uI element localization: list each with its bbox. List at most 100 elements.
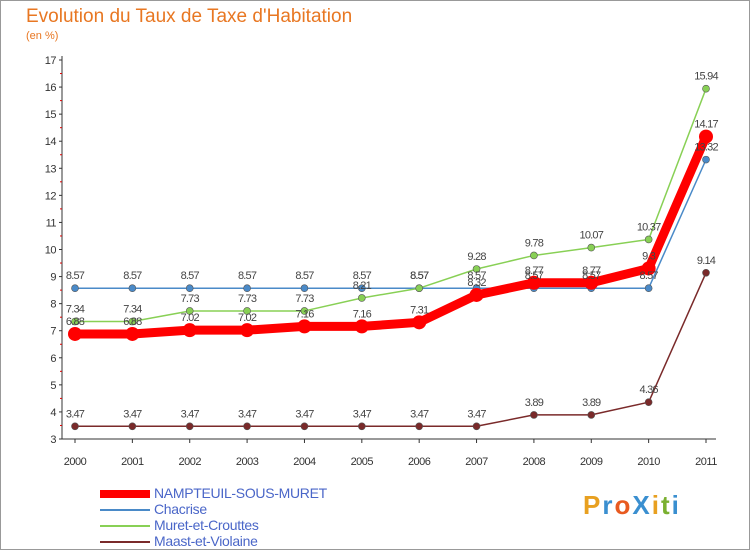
data-point bbox=[702, 155, 710, 164]
data-label: 7.16 bbox=[295, 308, 314, 320]
y-tick-label: 12 bbox=[45, 190, 57, 202]
x-tick-label: 2006 bbox=[408, 456, 431, 468]
data-point bbox=[469, 287, 484, 302]
data-label: 8.57 bbox=[353, 270, 372, 282]
data-label: 8.57 bbox=[181, 270, 200, 282]
data-point bbox=[68, 326, 82, 341]
x-tick-label: 2009 bbox=[580, 456, 603, 468]
data-point bbox=[587, 243, 596, 252]
data-label: 3.89 bbox=[582, 397, 601, 409]
y-tick-label: 9 bbox=[50, 272, 56, 284]
data-point bbox=[243, 422, 251, 431]
data-point bbox=[354, 319, 369, 334]
data-point bbox=[128, 422, 137, 431]
logo-letter: X bbox=[632, 490, 652, 520]
series-layer bbox=[68, 84, 713, 431]
legend-swatch bbox=[100, 509, 150, 511]
data-label: 8.57 bbox=[640, 270, 659, 282]
chart-title: Evolution du Taux de Taxe d'Habitation bbox=[26, 6, 353, 27]
series-line-0 bbox=[70, 132, 711, 339]
data-point bbox=[71, 422, 79, 431]
data-point bbox=[185, 422, 194, 431]
data-label: 8.57 bbox=[525, 270, 544, 282]
chart-subtitle: (en %) bbox=[26, 30, 59, 42]
data-label: 3.47 bbox=[66, 408, 85, 420]
data-point bbox=[185, 307, 194, 315]
data-label: 6.88 bbox=[123, 316, 142, 328]
data-point bbox=[300, 422, 309, 431]
data-label: 8.77 bbox=[525, 265, 544, 277]
data-label: 9.14 bbox=[697, 255, 716, 267]
x-tick-label: 2003 bbox=[236, 456, 259, 468]
data-labels-layer: 6.88 6.88 7.02 7.02 7.16 7.16 7.31 8.32 8.77 8.77… bbox=[66, 71, 719, 421]
data-point bbox=[702, 84, 710, 93]
x-tick-label: 2005 bbox=[351, 456, 374, 468]
data-label: 9.3 bbox=[642, 250, 656, 262]
data-point bbox=[644, 235, 653, 244]
data-point bbox=[128, 317, 137, 326]
data-label: 6.88 bbox=[66, 316, 85, 328]
data-label: 9.28 bbox=[467, 251, 486, 263]
data-point bbox=[415, 422, 423, 431]
data-point bbox=[185, 284, 194, 293]
x-tick-label: 2002 bbox=[178, 456, 201, 468]
y-tick-label: 6 bbox=[50, 353, 56, 365]
y-tick-label: 13 bbox=[45, 163, 57, 175]
data-label: 9.78 bbox=[525, 237, 544, 249]
y-tick-label: 7 bbox=[50, 326, 56, 338]
legend-label: Muret-et-Crouttes bbox=[154, 517, 259, 533]
data-label: 4.36 bbox=[640, 384, 659, 396]
data-point bbox=[702, 268, 710, 277]
data-label: 8.57 bbox=[467, 270, 486, 282]
legend-label: Maast-et-Violaine bbox=[154, 533, 258, 549]
y-tick-label: 15 bbox=[45, 109, 57, 121]
series-line-3 bbox=[74, 272, 707, 428]
data-label: 3.47 bbox=[353, 408, 372, 420]
data-label: 13.32 bbox=[694, 142, 718, 154]
data-point bbox=[644, 398, 653, 406]
data-point bbox=[300, 307, 309, 315]
data-point bbox=[587, 411, 596, 419]
data-point bbox=[300, 284, 309, 293]
data-point bbox=[641, 261, 656, 276]
data-label: 14.17 bbox=[694, 119, 718, 131]
data-label: 8.77 bbox=[582, 265, 601, 277]
data-point bbox=[358, 294, 366, 302]
data-label: 10.07 bbox=[580, 230, 604, 242]
data-point bbox=[243, 284, 251, 293]
data-point bbox=[240, 323, 255, 338]
data-point bbox=[472, 265, 481, 273]
data-label: 7.02 bbox=[238, 312, 257, 324]
data-label: 10.37 bbox=[637, 221, 661, 233]
y-tick-label: 17 bbox=[45, 55, 57, 67]
data-label: 7.31 bbox=[410, 304, 429, 316]
data-label: 8.57 bbox=[123, 270, 142, 282]
data-point bbox=[526, 275, 541, 290]
data-point bbox=[584, 275, 599, 290]
y-tick-label: 10 bbox=[45, 245, 57, 257]
data-label: 3.47 bbox=[410, 408, 429, 420]
y-tick-label: 16 bbox=[45, 82, 57, 94]
x-tick-label: 2011 bbox=[695, 456, 717, 468]
y-tick-label: 4 bbox=[50, 407, 56, 419]
data-label: 8.57 bbox=[410, 270, 429, 282]
data-point bbox=[358, 284, 366, 293]
data-label: 7.34 bbox=[123, 304, 142, 316]
legend-swatch bbox=[100, 541, 150, 543]
legend-label: Chacrise bbox=[154, 501, 207, 517]
data-point bbox=[699, 129, 713, 144]
data-label: 8.57 bbox=[582, 270, 601, 282]
series-line-2 bbox=[74, 87, 707, 323]
x-tick-label: 2000 bbox=[64, 456, 87, 468]
logo-letter: i bbox=[651, 490, 661, 520]
data-point bbox=[71, 284, 79, 293]
x-tick-label: 2004 bbox=[293, 456, 316, 468]
data-point bbox=[415, 284, 423, 293]
y-tick-label: 11 bbox=[46, 217, 57, 229]
data-label: 7.73 bbox=[181, 293, 200, 305]
data-label: 8.57 bbox=[238, 270, 257, 282]
data-point bbox=[243, 307, 251, 315]
data-point bbox=[472, 422, 481, 431]
series-line-1 bbox=[74, 158, 707, 289]
